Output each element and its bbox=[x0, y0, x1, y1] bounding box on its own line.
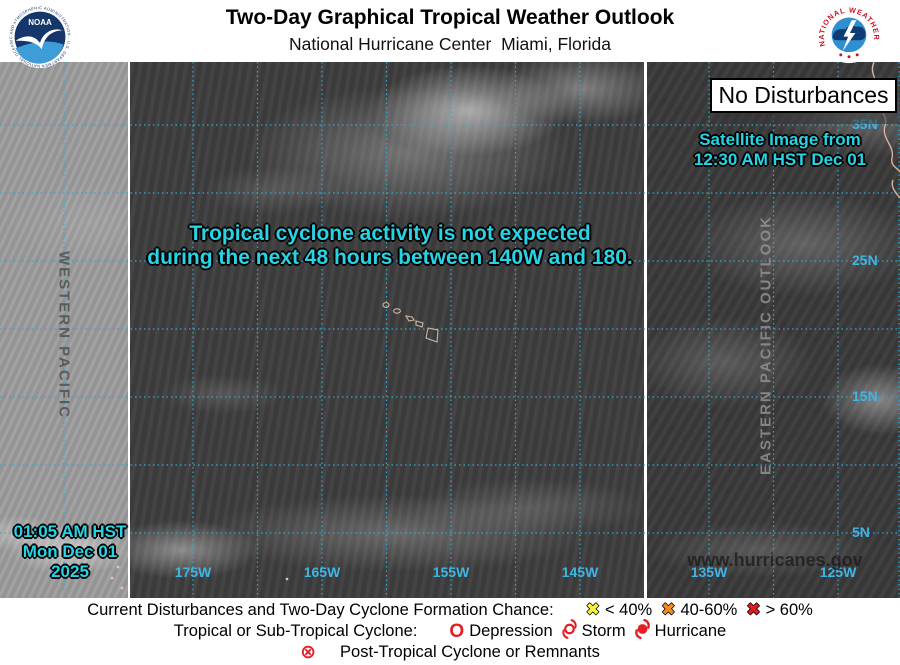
header: Two-Day Graphical Tropical Weather Outlo… bbox=[0, 0, 900, 62]
legend: Current Disturbances and Two-Day Cyclone… bbox=[0, 598, 900, 665]
legend-row-post-tropical: ⊗ Post-Tropical Cyclone or Remnants bbox=[300, 642, 600, 663]
post-tropical-icon: ⊗ bbox=[300, 641, 317, 663]
region-label-western-pacific: WESTERN PACIFIC bbox=[55, 250, 73, 420]
satellite-caption: Satellite Image from 12:30 AM HST Dec 01 bbox=[655, 130, 900, 170]
storm-icon bbox=[562, 618, 577, 645]
legend-item-post-tropical: ⊗ Post-Tropical Cyclone or Remnants bbox=[300, 643, 600, 662]
region-label-eastern-pacific-outlook: EASTERN PACIFIC OUTLOOK bbox=[757, 215, 775, 475]
legend-item-label: Hurricane bbox=[654, 622, 727, 640]
x-mark-red-icon: ✖ bbox=[746, 600, 761, 620]
outlook-message-line2: during the next 48 hours between 140W an… bbox=[147, 246, 633, 269]
outlook-message: Tropical cyclone activity is not expecte… bbox=[130, 222, 650, 270]
website-watermark: www.hurricanes.gov bbox=[687, 550, 863, 570]
satellite-caption-line1: Satellite Image from bbox=[699, 130, 861, 149]
x-mark-orange-icon: ✖ bbox=[661, 600, 676, 620]
page-subtitle: National Hurricane Center Miami, Florida bbox=[289, 34, 611, 54]
legend-item-label: Post-Tropical Cyclone or Remnants bbox=[340, 643, 600, 661]
noaa-label-text: NOAA bbox=[28, 18, 52, 27]
status-box: No Disturbances bbox=[710, 78, 897, 113]
timestamp-line2: Mon Dec 01 2025 bbox=[22, 542, 118, 581]
legend-item-storm: Storm bbox=[562, 618, 626, 645]
issuance-timestamp: 01:05 AM HST Mon Dec 01 2025 bbox=[2, 522, 138, 582]
legend-item-high-chance: ✖ > 60% bbox=[746, 601, 813, 620]
legend-item-label: Depression bbox=[469, 622, 553, 640]
satellite-caption-line2: 12:30 AM HST Dec 01 bbox=[693, 150, 867, 169]
legend-item-low-chance: ✖ < 40% bbox=[586, 601, 653, 620]
page-title: Two-Day Graphical Tropical Weather Outlo… bbox=[225, 6, 675, 29]
satellite-map: 175E 175W 165W 155W 145W 135W 125W 35N 2… bbox=[0, 62, 900, 598]
legend-row1-label: Current Disturbances and Two-Day Cyclone… bbox=[87, 601, 554, 619]
legend-item-label: > 60% bbox=[765, 601, 813, 619]
x-mark-yellow-icon: ✖ bbox=[585, 600, 600, 620]
outlook-message-line1: Tropical cyclone activity is not expecte… bbox=[189, 222, 591, 245]
noaa-logo-icon: NATIONAL OCEANIC AND ATMOSPHERIC ADMINIS… bbox=[6, 1, 72, 74]
lat-label: 5N bbox=[852, 524, 870, 540]
nws-logo-icon: NATIONAL WEATHER SERVICE bbox=[815, 0, 880, 69]
legend-item-medium-chance: ✖ 40-60% bbox=[661, 601, 737, 620]
legend-item-label: < 40% bbox=[604, 601, 653, 619]
lon-label: 155W bbox=[432, 564, 470, 580]
central-pacific-panel bbox=[130, 62, 644, 598]
legend-item-label: Storm bbox=[581, 622, 626, 640]
legend-item-hurricane: Hurricane bbox=[634, 618, 727, 645]
lat-label: 15N bbox=[852, 388, 878, 404]
hurricane-icon bbox=[634, 618, 650, 645]
depression-icon: O bbox=[449, 621, 465, 642]
legend-item-label: 40-60% bbox=[680, 601, 738, 619]
legend-row-cyclone-types: Tropical or Sub-Tropical Cyclone: O Depr… bbox=[173, 618, 727, 645]
legend-row-formation-chance: Current Disturbances and Two-Day Cyclone… bbox=[87, 600, 813, 621]
lon-label: 175W bbox=[174, 564, 212, 580]
legend-item-depression: O Depression bbox=[449, 622, 552, 641]
lon-label: 145W bbox=[561, 564, 599, 580]
lon-label: 165W bbox=[303, 564, 341, 580]
lat-label: 35N bbox=[852, 116, 878, 132]
legend-row2-label: Tropical or Sub-Tropical Cyclone: bbox=[173, 622, 418, 640]
lat-label: 25N bbox=[852, 252, 878, 268]
timestamp-line1: 01:05 AM HST bbox=[13, 522, 127, 541]
